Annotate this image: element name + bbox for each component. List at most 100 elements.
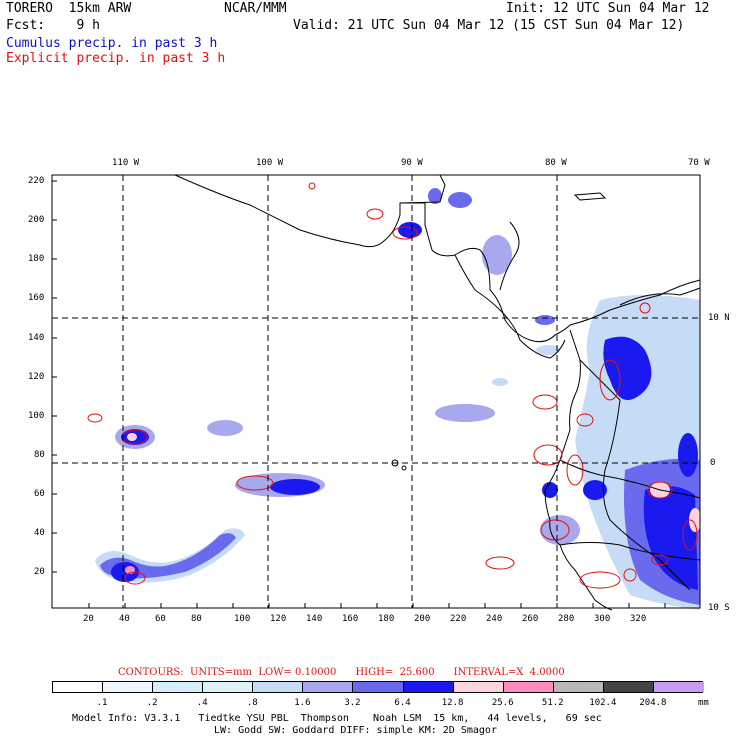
contour-19 xyxy=(651,554,669,566)
colorbar-tick-label: 51.2 xyxy=(541,698,564,708)
colorbar-segment xyxy=(503,682,554,692)
init-time: Init: 12 UTC Sun 04 Mar 12 xyxy=(506,1,710,16)
y-tick-label: 20 xyxy=(34,567,45,577)
precip-andes-core xyxy=(603,336,652,400)
x-tick-label: 160 xyxy=(342,614,359,624)
contour-4 xyxy=(236,475,274,491)
colorbar-tick-label: 1.6 xyxy=(294,698,311,708)
contour-5 xyxy=(366,208,384,220)
precip-cell-b-center xyxy=(127,433,137,441)
precip-peak-1 xyxy=(678,433,698,477)
colorbar-tick-label: 102.4 xyxy=(589,698,617,708)
colorbar-segment xyxy=(353,682,404,692)
colorbar-tick-label: .8 xyxy=(246,698,258,708)
y-tick-label: 160 xyxy=(28,293,45,303)
plot-frame xyxy=(51,174,701,609)
x-tick-label: 80 xyxy=(191,614,202,624)
precip-cell-e xyxy=(435,404,495,422)
x-tick-label: 200 xyxy=(414,614,431,624)
precip-cell-i xyxy=(398,222,422,238)
explicit-precip-legend: Explicit precip. in past 3 h xyxy=(6,51,226,66)
contour-17 xyxy=(579,571,621,589)
colorbar-segment xyxy=(653,682,704,692)
lat-label-10s: 10 S xyxy=(708,603,730,613)
explicit-precip-contours xyxy=(87,182,698,589)
colorbar-segment xyxy=(153,682,204,692)
x-tick-label: 220 xyxy=(450,614,467,624)
x-tick-label: 40 xyxy=(119,614,130,624)
organization: NCAR/MMM xyxy=(224,1,287,16)
y-tick-label: 40 xyxy=(34,528,45,538)
coast-galapagos xyxy=(391,459,407,471)
coast-ecuador xyxy=(559,459,701,499)
y-tick-label: 120 xyxy=(28,372,45,382)
y-tick-label: 60 xyxy=(34,489,45,499)
contour-10 xyxy=(533,444,563,466)
contour-12 xyxy=(599,359,621,401)
valid-time: Valid: 21 UTC Sun 04 Mar 12 (15 CST Sun … xyxy=(293,18,685,33)
lon-label-70w: 70 W xyxy=(688,158,710,168)
contour-6 xyxy=(392,226,418,240)
y-tick-label: 220 xyxy=(28,176,45,186)
colorbar xyxy=(52,681,704,693)
model-info: Model Info: V3.3.1 Tiedtke YSU PBL Thomp… xyxy=(72,713,602,724)
x-tick-label: 300 xyxy=(594,614,611,624)
y-tick-label: 80 xyxy=(34,450,45,460)
x-tick-label: 60 xyxy=(155,614,166,624)
contour-16 xyxy=(485,556,515,570)
colorbar-segment xyxy=(603,682,654,692)
precip-coast-2 xyxy=(583,480,607,500)
x-tick-label: 260 xyxy=(522,614,539,624)
contour-13 xyxy=(639,302,651,314)
colorbar-tick-label: .1 xyxy=(96,698,108,708)
lon-label-90w: 90 W xyxy=(401,158,423,168)
contour-14 xyxy=(647,481,673,499)
model-physics: LW: Godd SW: Goddard DIFF: simple KM: 2D… xyxy=(214,725,497,736)
lat-label-10n: 10 N xyxy=(708,313,730,323)
x-tick-label: 20 xyxy=(83,614,94,624)
colorbar-segment xyxy=(403,682,454,692)
colorbar-segment xyxy=(203,682,254,692)
coast-gulf xyxy=(399,174,446,204)
y-tick-label: 100 xyxy=(28,411,45,421)
contours-caption: CONTOURS: UNITS=mm LOW= 0.10000 HIGH= 25… xyxy=(118,667,565,678)
lon-label-100w: 100 W xyxy=(256,158,284,168)
precip-cell-j xyxy=(482,235,512,275)
colorbar-segment xyxy=(303,682,354,692)
forecast-hour: Fcst: 9 h xyxy=(6,18,100,33)
precip-cell-c xyxy=(207,420,243,436)
colorbar-segment xyxy=(453,682,504,692)
y-tick-label: 200 xyxy=(28,215,45,225)
colorbar-tick-label: 204.8 xyxy=(639,698,667,708)
colorbar-segment xyxy=(103,682,154,692)
colorbar-tick-label: 3.2 xyxy=(344,698,361,708)
colorbar-tick-label: 25.6 xyxy=(491,698,514,708)
x-tick-label: 120 xyxy=(270,614,287,624)
coast-southamerica xyxy=(544,329,613,611)
precip-coast-3 xyxy=(542,482,558,498)
x-tick-label: 100 xyxy=(234,614,251,624)
precip-coast-1 xyxy=(540,515,580,545)
colorbar-segment xyxy=(553,682,604,692)
x-tick-label: 280 xyxy=(558,614,575,624)
axis-ticks xyxy=(52,180,666,608)
colorbar-tick-label: .4 xyxy=(196,698,208,708)
coast-caribbean-islands xyxy=(573,192,607,201)
contour-18 xyxy=(623,568,637,582)
contour-7 xyxy=(308,182,316,190)
cumulus-precip-legend: Cumulus precip. in past 3 h xyxy=(6,36,218,51)
colorbar-tick-label: 12.8 xyxy=(441,698,464,708)
colorbar-segment xyxy=(53,682,104,692)
precip-cell-k xyxy=(535,315,555,325)
contour-8 xyxy=(532,394,558,410)
precip-peak-3 xyxy=(689,508,701,532)
x-tick-label: 180 xyxy=(378,614,395,624)
precip-amazon-core xyxy=(643,486,698,590)
contour-11 xyxy=(566,454,584,486)
coastlines xyxy=(174,174,701,611)
precip-cell-f xyxy=(492,378,508,386)
precip-shading xyxy=(95,188,701,610)
precip-cell-l xyxy=(536,345,560,355)
colorbar-tick-label: 6.4 xyxy=(394,698,411,708)
